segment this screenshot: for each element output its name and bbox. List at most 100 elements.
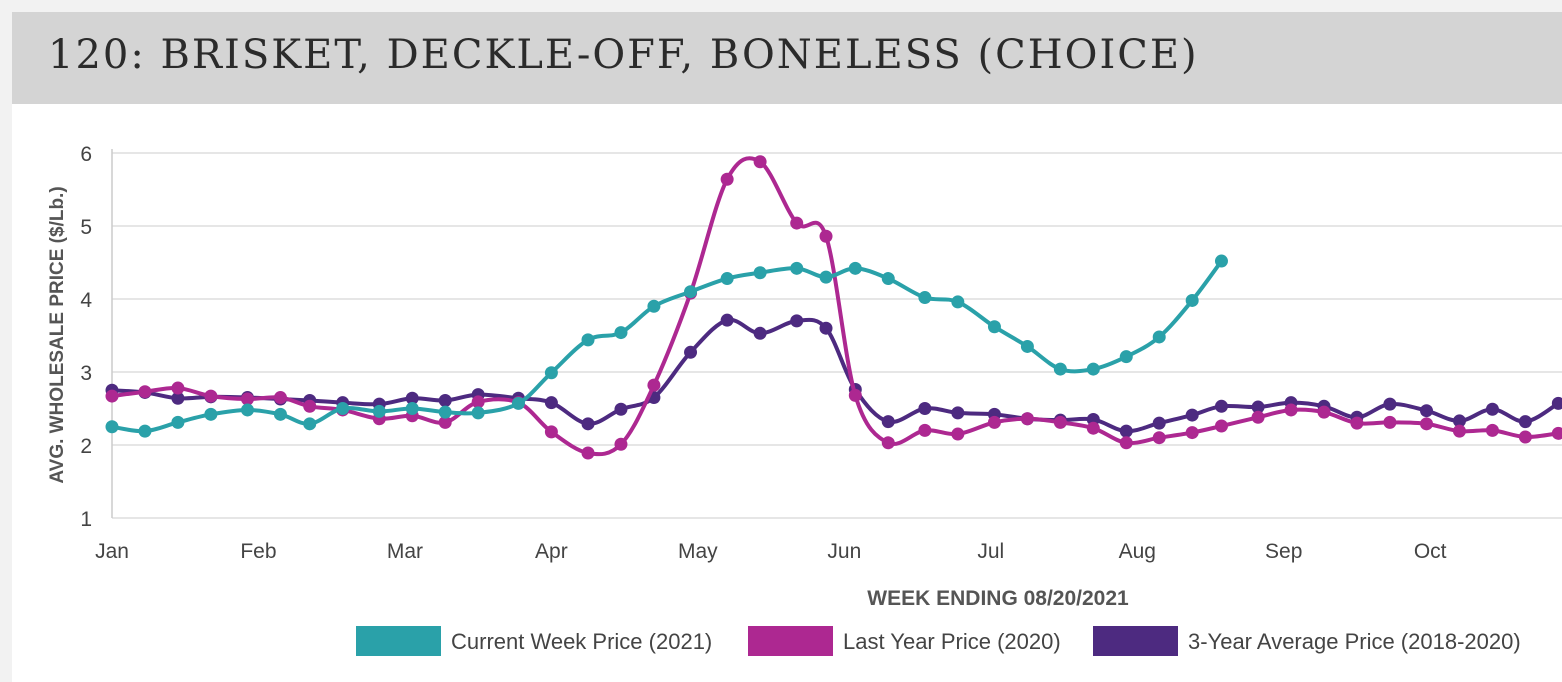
data-point[interactable] [720,272,734,286]
data-point[interactable] [1152,416,1166,430]
data-point[interactable] [614,326,628,340]
data-point[interactable] [951,295,965,309]
data-point[interactable] [471,406,485,420]
data-point[interactable] [614,437,628,451]
data-point[interactable] [273,391,287,405]
data-point[interactable] [303,399,317,413]
data-point[interactable] [1420,404,1434,418]
data-point[interactable] [1485,423,1499,437]
data-point[interactable] [1053,362,1067,376]
data-point[interactable] [1053,415,1067,429]
data-point[interactable] [1251,400,1265,414]
data-point[interactable] [1251,410,1265,424]
data-point[interactable] [918,291,932,305]
data-point[interactable] [336,402,350,415]
data-point[interactable] [581,446,595,460]
data-point[interactable] [1452,424,1466,438]
data-point[interactable] [1284,403,1298,417]
data-point[interactable] [881,415,895,429]
data-point[interactable] [1086,421,1100,435]
data-point[interactable] [1214,399,1228,413]
data-point[interactable] [684,285,698,299]
data-point[interactable] [171,381,185,395]
data-point[interactable] [581,417,595,431]
data-point[interactable] [1119,350,1133,364]
data-point[interactable] [1086,362,1100,376]
data-point[interactable] [138,385,152,399]
data-point[interactable] [1020,339,1034,353]
data-point[interactable] [405,391,419,405]
data-point[interactable] [1020,412,1034,426]
data-point[interactable] [105,420,119,434]
data-point[interactable] [848,261,862,275]
data-point[interactable] [1383,397,1397,411]
data-point[interactable] [372,404,386,418]
data-point[interactable] [1383,415,1397,429]
data-point[interactable] [790,216,804,230]
data-point[interactable] [1119,424,1133,438]
data-point[interactable] [951,427,965,441]
data-point[interactable] [1350,416,1364,430]
data-point[interactable] [1420,417,1434,431]
legend-item[interactable]: 3-Year Average Price (2018-2020) [1093,626,1521,656]
data-point[interactable] [790,261,804,275]
data-point[interactable] [1518,430,1532,444]
data-point[interactable] [684,345,698,359]
data-point[interactable] [438,415,452,429]
data-point[interactable] [1452,414,1466,428]
data-point[interactable] [647,378,661,392]
data-point[interactable] [753,155,767,169]
data-point[interactable] [511,396,525,410]
data-point[interactable] [581,333,595,347]
data-point[interactable] [753,266,767,280]
data-point[interactable] [819,321,833,335]
data-point[interactable] [204,407,218,421]
data-point[interactable] [647,299,661,313]
data-point[interactable] [951,406,965,420]
data-point[interactable] [720,172,734,186]
data-point[interactable] [918,402,932,415]
data-point[interactable] [1317,405,1331,419]
data-point[interactable] [438,393,452,407]
data-point[interactable] [881,272,895,286]
data-point[interactable] [987,320,1001,334]
data-point[interactable] [1214,419,1228,433]
data-point[interactable] [1214,254,1228,268]
data-point[interactable] [171,415,185,429]
data-point[interactable] [819,229,833,243]
data-point[interactable] [204,389,218,403]
data-point[interactable] [1485,402,1499,416]
data-point[interactable] [1551,396,1562,410]
data-point[interactable] [405,402,419,415]
data-point[interactable] [720,313,734,327]
data-point[interactable] [1152,330,1166,344]
data-point[interactable] [544,425,558,439]
data-point[interactable] [105,389,119,403]
data-point[interactable] [544,366,558,380]
data-point[interactable] [819,270,833,284]
data-point[interactable] [1551,426,1562,440]
data-point[interactable] [544,396,558,410]
data-point[interactable] [918,423,932,437]
data-point[interactable] [987,415,1001,429]
data-point[interactable] [1518,415,1532,429]
data-point[interactable] [1185,293,1199,307]
legend-item[interactable]: Last Year Price (2020) [748,626,1061,656]
data-point[interactable] [240,392,254,406]
data-point[interactable] [438,405,452,419]
data-point[interactable] [790,314,804,328]
data-point[interactable] [1119,436,1133,450]
data-point[interactable] [171,391,185,405]
data-point[interactable] [1185,408,1199,422]
data-point[interactable] [848,388,862,402]
data-point[interactable] [881,436,895,450]
data-point[interactable] [1152,431,1166,445]
data-point[interactable] [303,417,317,431]
legend-item[interactable]: Current Week Price (2021) [356,626,712,656]
data-point[interactable] [614,402,628,416]
data-point[interactable] [471,395,485,409]
data-point[interactable] [138,424,152,438]
data-point[interactable] [240,403,254,417]
data-point[interactable] [753,326,767,340]
data-point[interactable] [1185,426,1199,440]
